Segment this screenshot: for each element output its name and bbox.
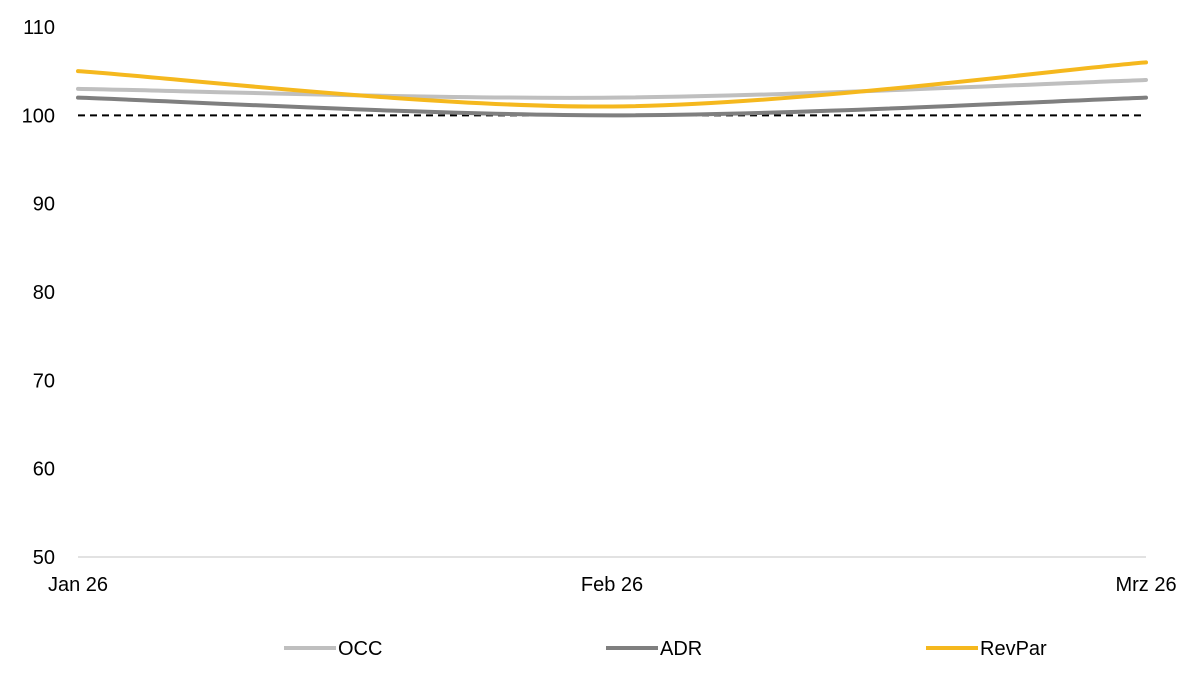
series-line-adr [76, 95, 1148, 118]
y-tick-label: 70 [33, 370, 55, 392]
y-tick-label: 50 [33, 547, 55, 569]
series-line-revpar [76, 60, 1148, 109]
series-line-occ [76, 78, 1148, 100]
y-tick-label: 80 [33, 282, 55, 304]
x-tick-label: Jan 26 [48, 574, 108, 596]
y-tick-label: 90 [33, 194, 55, 216]
y-tick-label: 100 [22, 105, 55, 127]
y-tick-label: 110 [23, 17, 55, 39]
legend-label: RevPar [980, 638, 1047, 660]
legend: OCC ADR RevPar [284, 638, 1047, 660]
legend-item-adr: ADR [606, 638, 702, 660]
x-tick-label: Mrz 26 [1115, 574, 1176, 596]
series-lines [76, 60, 1148, 118]
legend-item-occ: OCC [284, 638, 382, 660]
x-tick-label: Feb 26 [581, 574, 643, 596]
x-axis-ticks: Jan 26 Feb 26 Mrz 26 [48, 574, 1177, 596]
legend-label: ADR [660, 638, 702, 660]
legend-label: OCC [338, 638, 382, 660]
y-tick-label: 60 [33, 459, 55, 481]
legend-item-revpar: RevPar [926, 638, 1047, 660]
y-axis-ticks: 50 60 70 80 90 100 110 [22, 17, 55, 569]
